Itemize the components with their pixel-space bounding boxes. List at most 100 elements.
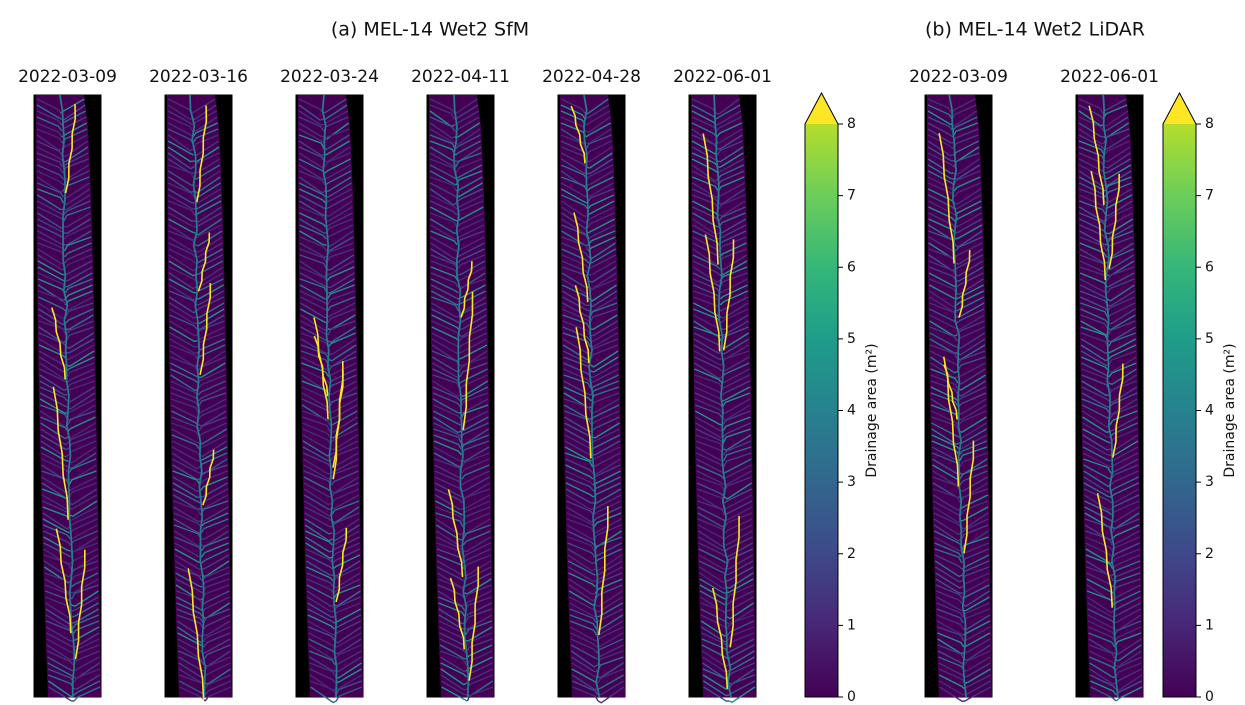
tributary xyxy=(309,662,337,678)
tributary xyxy=(463,572,492,588)
tributary xyxy=(201,554,230,570)
tributary xyxy=(563,374,592,390)
tributary xyxy=(585,134,612,150)
tributary xyxy=(43,530,71,546)
tributary xyxy=(1078,134,1105,150)
tributary xyxy=(597,662,624,679)
tributary xyxy=(461,452,490,468)
tributary xyxy=(169,302,197,319)
drainage-image xyxy=(557,94,626,704)
tributary xyxy=(169,332,198,348)
tributary xyxy=(565,464,594,480)
tributary xyxy=(927,164,955,180)
tributary xyxy=(167,146,194,163)
tributary xyxy=(562,296,590,312)
tributary xyxy=(454,116,480,132)
tributary xyxy=(328,356,357,372)
tributary xyxy=(199,476,228,492)
tributary xyxy=(201,524,229,540)
tributary xyxy=(298,170,326,186)
tributary xyxy=(204,674,231,690)
tributary xyxy=(326,290,355,306)
yellow-channel xyxy=(570,105,586,164)
tributary xyxy=(43,536,71,552)
tributary xyxy=(726,566,754,582)
tributary xyxy=(432,380,461,398)
tributary xyxy=(562,332,591,348)
tributary xyxy=(436,554,465,570)
tributary xyxy=(68,476,97,492)
tributary xyxy=(722,446,752,462)
tributary xyxy=(462,476,490,492)
tributary xyxy=(727,638,755,654)
yellow-channel xyxy=(1096,493,1113,608)
tributary xyxy=(69,494,98,510)
tributary xyxy=(431,296,460,312)
tributary xyxy=(171,452,201,470)
yellow-channel xyxy=(958,250,971,318)
tributary xyxy=(725,560,754,576)
tributary xyxy=(298,176,326,194)
tributary xyxy=(699,578,727,594)
tributary xyxy=(1082,440,1111,456)
yellow-channel xyxy=(313,335,329,397)
tributary xyxy=(197,392,227,408)
tributary xyxy=(572,680,599,696)
tributary xyxy=(565,482,594,498)
tributary xyxy=(204,668,231,685)
tributary xyxy=(299,254,328,270)
tributary xyxy=(175,572,203,588)
tributary xyxy=(331,518,360,536)
colorbar-tick-label: 7 xyxy=(1205,188,1214,204)
tributary xyxy=(69,506,98,522)
tributary xyxy=(718,206,746,222)
tributary xyxy=(203,626,231,642)
tributary xyxy=(43,548,72,566)
tributary xyxy=(1104,146,1131,163)
tributary xyxy=(1088,626,1116,642)
yellow-channel xyxy=(575,327,592,459)
tributary xyxy=(167,182,195,198)
tributary xyxy=(203,620,231,637)
tributary xyxy=(1081,392,1110,408)
tributary xyxy=(39,380,68,396)
tributary xyxy=(726,572,754,589)
tributary xyxy=(329,446,359,462)
tributary xyxy=(463,536,491,553)
tributary xyxy=(69,500,98,518)
tributary xyxy=(198,416,227,432)
tributary xyxy=(303,488,332,506)
colorbar-tick-label: 8 xyxy=(847,116,856,132)
tributary xyxy=(930,404,960,420)
colorbar xyxy=(1163,124,1196,697)
tributary xyxy=(430,290,459,306)
tributary xyxy=(938,674,966,690)
tributary xyxy=(955,278,984,296)
tributary xyxy=(960,500,989,516)
tributary xyxy=(698,542,727,558)
tributary xyxy=(726,602,755,620)
tributary xyxy=(73,674,101,690)
tributary xyxy=(300,338,329,354)
tributary xyxy=(327,308,356,324)
tributary xyxy=(722,410,751,426)
tributary xyxy=(304,506,333,522)
tributary xyxy=(701,644,729,660)
tributary xyxy=(299,236,328,252)
tributary xyxy=(326,284,355,300)
tributary xyxy=(1080,308,1109,324)
tributary xyxy=(437,590,465,607)
tributary xyxy=(726,596,754,612)
tributary xyxy=(1080,350,1109,366)
panel-title: (b) MEL-14 Wet2 LiDAR xyxy=(925,19,1145,41)
tributary xyxy=(587,206,615,222)
tributary xyxy=(1107,284,1135,302)
tributary xyxy=(65,314,94,331)
tributary xyxy=(1112,542,1140,558)
tributary xyxy=(170,398,200,414)
tributary xyxy=(1108,362,1137,378)
main-channel xyxy=(713,94,732,698)
tributary xyxy=(306,578,335,594)
tributary xyxy=(64,230,92,246)
tributary xyxy=(429,128,456,144)
